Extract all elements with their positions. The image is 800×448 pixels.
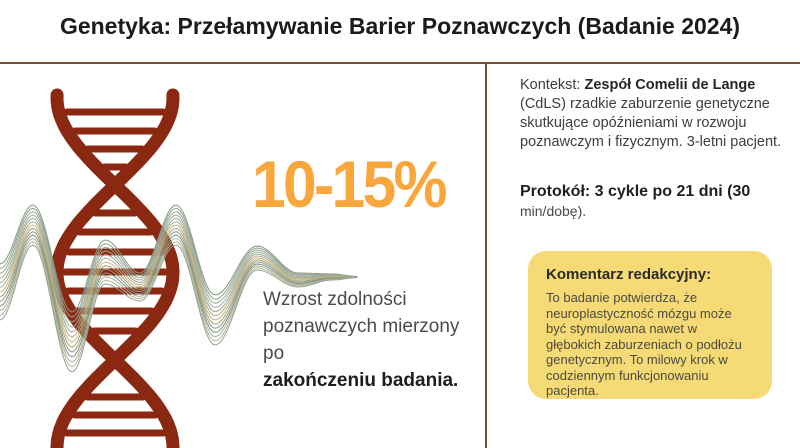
protocol-bold: Protokół: 3 cykle po 21 dni (30 xyxy=(520,183,751,200)
context-label: Kontekst: xyxy=(520,77,581,93)
commentary-body: To badanie potwierdza, że neuroplastyczn… xyxy=(546,290,742,398)
commentary-title: Komentarz redakcyjny: xyxy=(546,266,712,283)
context-highlight: Zespół Comelii de Lange xyxy=(584,77,756,93)
commentary-box: Komentarz redakcyjny: To badanie potwier… xyxy=(528,251,772,399)
context-body: (CdLS) rzadkie zaburzenie genetyczne sku… xyxy=(520,96,782,150)
page-title: Genetyka: Przełamywanie Barier Poznawczy… xyxy=(59,13,741,39)
stat-caption: Wzrost zdolności poznawczych mierzony po… xyxy=(263,286,478,394)
stat-caption-line2: poznawczych mierzony po xyxy=(263,316,460,364)
protocol-paragraph: Protokół: 3 cykle po 21 dni (30 min/dobę… xyxy=(520,182,792,220)
protocol-regular: min/dobę). xyxy=(520,203,587,219)
horizontal-divider xyxy=(0,62,800,64)
stat-value: 10-15% xyxy=(252,147,447,221)
dna-brainwave-illustration xyxy=(0,88,358,448)
stat-caption-bold: zakończeniu badania. xyxy=(263,370,459,391)
vertical-divider xyxy=(485,62,487,448)
stat-caption-line1: Wzrost zdolności xyxy=(263,289,407,310)
context-paragraph: Kontekst: Zespół Comelii de Lange (CdLS)… xyxy=(520,76,792,152)
